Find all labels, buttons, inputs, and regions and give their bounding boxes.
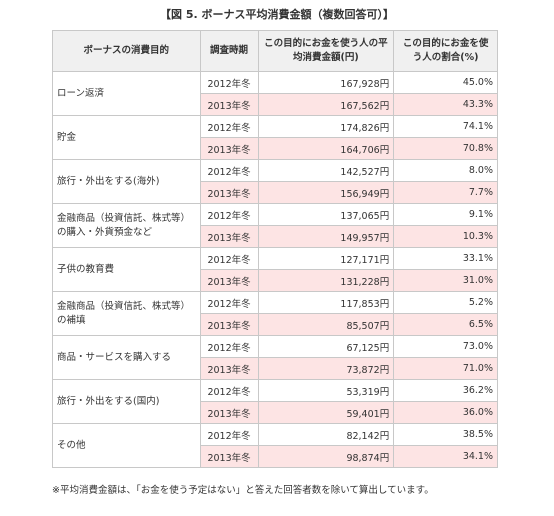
share-cell: 9.1%: [393, 203, 498, 226]
header-cell: ボーナスの消費目的: [52, 30, 201, 72]
amount-cell: 98,874円: [257, 445, 395, 468]
share-cell: 5.2%: [393, 291, 498, 314]
share-cell: 36.0%: [393, 401, 498, 424]
row: 2013年冬 73,872円 71.0%: [53, 357, 498, 380]
period-cell: 2012年冬: [199, 379, 259, 402]
amount-cell: 174,826円: [257, 115, 395, 138]
share-cell: 10.3%: [393, 225, 498, 248]
header-cell: 調査時期: [199, 30, 259, 72]
period-cell: 2012年冬: [199, 247, 259, 270]
row: 2013年冬 149,957円 10.3%: [53, 225, 498, 248]
share-cell: 45.0%: [393, 71, 498, 94]
period-cell: 2012年冬: [199, 335, 259, 358]
share-cell: 34.1%: [393, 445, 498, 468]
period-cell: 2013年冬: [199, 225, 259, 248]
share-cell: 38.5%: [393, 423, 498, 446]
period-cell: 2013年冬: [199, 445, 259, 468]
period-cell: 2012年冬: [199, 423, 259, 446]
amount-cell: 53,319円: [257, 379, 395, 402]
purpose-cell: 金融商品（投資信託、株式等）の購入・外貨預金など: [52, 203, 201, 248]
period-cell: 2012年冬: [199, 291, 259, 314]
period-cell: 2013年冬: [199, 313, 259, 336]
purpose-cell: 旅行・外出をする(海外): [52, 159, 201, 204]
period-cell: 2012年冬: [199, 203, 259, 226]
amount-cell: 59,401円: [257, 401, 395, 424]
row: 旅行・外出をする(国内) 2012年冬 53,319円 36.2%: [52, 379, 498, 424]
title: 【図 5. ボーナス平均消費金額（複数回答可）】: [160, 8, 394, 21]
amount-cell: 156,949円: [257, 181, 395, 204]
row: 貯金 2012年冬 174,826円 74.1%: [52, 115, 498, 160]
purpose-cell: その他: [52, 423, 201, 468]
row: 2013年冬 156,949円 7.7%: [53, 181, 498, 204]
amount-cell: 73,872円: [257, 357, 395, 380]
row: その他 2012年冬 82,142円 38.5%: [52, 423, 498, 468]
footnote: ※平均消費金額は、「お金を使う予定はない」と答えた回答者数を除いて算出しています…: [52, 485, 434, 496]
period-cell: 2013年冬: [199, 181, 259, 204]
period-cell: 2013年冬: [199, 269, 259, 292]
amount-cell: 167,562円: [257, 93, 395, 116]
amount-cell: 82,142円: [257, 423, 395, 446]
purpose-cell: ローン返済: [52, 71, 201, 116]
amount-cell: 149,957円: [257, 225, 395, 248]
purpose-cell: 貯金: [52, 115, 201, 160]
period-cell: 2013年冬: [199, 357, 259, 380]
purpose-cell: 商品・サービスを購入する: [52, 335, 201, 380]
purpose-cell: 旅行・外出をする(国内): [52, 379, 201, 424]
amount-cell: 167,928円: [257, 71, 395, 94]
amount-cell: 67,125円: [257, 335, 395, 358]
period-cell: 2012年冬: [199, 115, 259, 138]
share-cell: 33.1%: [393, 247, 498, 270]
row: 商品・サービスを購入する 2012年冬 67,125円 73.0%: [52, 335, 498, 380]
share-cell: 74.1%: [393, 115, 498, 138]
amount-cell: 131,228円: [257, 269, 395, 292]
amount-cell: 137,065円: [257, 203, 395, 226]
purpose-cell: 金融商品（投資信託、株式等）の補填: [52, 291, 201, 336]
purpose-cell: 子供の教育費: [52, 247, 201, 292]
row: 旅行・外出をする(海外) 2012年冬 142,527円 8.0%: [52, 159, 498, 204]
share-cell: 73.0%: [393, 335, 498, 358]
share-cell: 31.0%: [393, 269, 498, 292]
amount-cell: 117,853円: [257, 291, 395, 314]
amount-cell: 164,706円: [257, 137, 395, 160]
amount-cell: 85,507円: [257, 313, 395, 336]
share-cell: 71.0%: [393, 357, 498, 380]
amount-cell: 142,527円: [257, 159, 395, 182]
row: 子供の教育費 2012年冬 127,171円 33.1%: [52, 247, 498, 292]
share-cell: 43.3%: [393, 93, 498, 116]
row: 2013年冬 164,706円 70.8%: [53, 137, 498, 160]
share-cell: 36.2%: [393, 379, 498, 402]
header-row: ボーナスの消費目的 調査時期 この目的にお金を使う人の平均消費金額(円) この目的にお…: [52, 30, 498, 72]
period-cell: 2012年冬: [199, 71, 259, 94]
row: 金融商品（投資信託、株式等）の購入・外貨預金など 2012年冬 137,065円 9.…: [52, 203, 498, 248]
header-cell: この目的にお金を使う人の割合(%): [393, 30, 498, 72]
row: ローン返済 2012年冬 167,928円 45.0%: [52, 71, 498, 116]
period-cell: 2012年冬: [199, 159, 259, 182]
period-cell: 2013年冬: [199, 137, 259, 160]
row: 2013年冬 131,228円 31.0%: [53, 269, 498, 292]
amount-cell: 127,171円: [257, 247, 395, 270]
share-cell: 7.7%: [393, 181, 498, 204]
row: 2013年冬 98,874円 34.1%: [53, 445, 498, 468]
share-cell: 70.8%: [393, 137, 498, 160]
share-cell: 6.5%: [393, 313, 498, 336]
period-cell: 2013年冬: [199, 93, 259, 116]
row: 2013年冬 59,401円 36.0%: [53, 401, 498, 424]
row: 金融商品（投資信託、株式等）の補填 2012年冬 117,853円 5.2%: [52, 291, 498, 336]
table: ボーナスの消費目的 調査時期 この目的にお金を使う人の平均消費金額(円) この目的にお…: [52, 30, 498, 468]
period-cell: 2013年冬: [199, 401, 259, 424]
header-cell: この目的にお金を使う人の平均消費金額(円): [257, 30, 395, 72]
share-cell: 8.0%: [393, 159, 498, 182]
